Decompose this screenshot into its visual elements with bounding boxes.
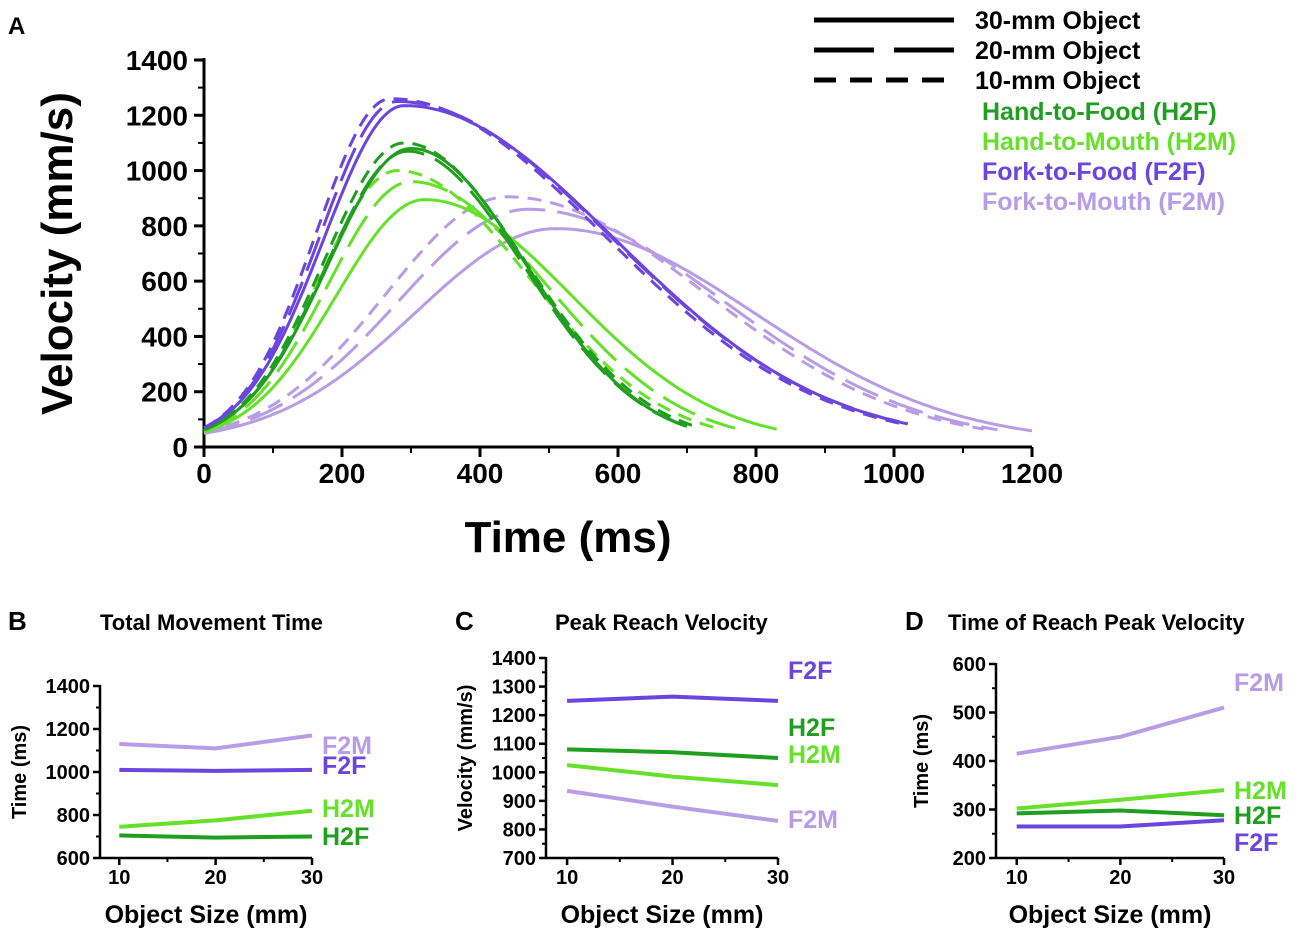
y-tick-label-c: 1200 bbox=[492, 705, 537, 727]
series-line-c-h2m bbox=[566, 763, 779, 788]
series-label-d-f2m: F2M bbox=[1234, 669, 1284, 697]
series-label-b-h2m: H2M bbox=[322, 795, 375, 823]
x-tick-label-a: 600 bbox=[595, 458, 642, 489]
x-tick-label-b: 30 bbox=[301, 867, 323, 889]
y-tick-label-c: 1000 bbox=[492, 762, 537, 784]
y-tick-label-b: 1200 bbox=[46, 719, 91, 741]
legend-style-label: 10-mm Object bbox=[975, 67, 1141, 95]
y-tick-label-b: 800 bbox=[57, 805, 90, 827]
series-line-b-h2m bbox=[119, 808, 313, 829]
x-axis-title-b: Object Size (mm) bbox=[105, 901, 308, 929]
series-line-b-f2m bbox=[119, 733, 313, 751]
y-tick-label-a: 1000 bbox=[126, 156, 188, 187]
series-label-c-f2m: F2M bbox=[788, 806, 838, 834]
y-tick-label-c: 900 bbox=[503, 791, 536, 813]
legend-style-label: 20-mm Object bbox=[975, 37, 1141, 65]
x-tick-label-d: 30 bbox=[1213, 867, 1235, 889]
legend-color-label-f2f: Fork-to-Food (F2F) bbox=[982, 158, 1206, 186]
y-tick-label-d: 500 bbox=[953, 703, 986, 725]
series-label-c-h2m: H2M bbox=[788, 741, 841, 769]
y-axis-title-d: Time (ms) bbox=[911, 714, 933, 808]
velocity-curve-h2f-20-mm bbox=[203, 149, 688, 432]
series-line-c-h2f bbox=[567, 747, 779, 760]
x-tick-label-a: 400 bbox=[457, 458, 504, 489]
panel-label-b: B bbox=[8, 606, 27, 636]
y-tick-label-d: 200 bbox=[953, 848, 986, 870]
series-label-c-h2f: H2F bbox=[788, 714, 835, 742]
panel-title-d: Time of Reach Peak Velocity bbox=[948, 610, 1245, 635]
y-tick-label-a: 1200 bbox=[126, 100, 188, 131]
y-tick-label-b: 600 bbox=[57, 848, 90, 870]
y-tick-label-b: 1000 bbox=[46, 762, 91, 784]
x-axis-title-c: Object Size (mm) bbox=[561, 901, 764, 929]
y-tick-label-c: 800 bbox=[503, 819, 536, 841]
x-axis-title-a: Time (ms) bbox=[464, 513, 671, 562]
y-tick-label-a: 400 bbox=[141, 321, 188, 352]
x-tick-label-b: 20 bbox=[205, 867, 227, 889]
series-line-b-f2f bbox=[119, 767, 313, 773]
velocity-curve-h2m-20-mm bbox=[203, 180, 736, 433]
legend-color-label-h2f: Hand-to-Food (H2F) bbox=[982, 98, 1217, 126]
y-tick-label-b: 1400 bbox=[46, 676, 91, 698]
velocity-curve-f2m-30-mm bbox=[203, 227, 1033, 435]
y-tick-label-a: 0 bbox=[172, 432, 188, 463]
velocity-curve-h2f-10-mm bbox=[203, 141, 695, 432]
series-line-d-f2m bbox=[1016, 705, 1225, 756]
series-label-d-f2f: F2F bbox=[1234, 829, 1278, 857]
x-axis-title-d: Object Size (mm) bbox=[1009, 901, 1212, 929]
y-tick-label-a: 200 bbox=[141, 377, 188, 408]
y-tick-label-c: 1100 bbox=[493, 734, 536, 756]
x-tick-label-b: 10 bbox=[108, 867, 130, 889]
series-label-d-h2f: H2F bbox=[1234, 802, 1281, 830]
legend-color-label-h2m: Hand-to-Mouth (H2M) bbox=[982, 128, 1236, 156]
series-label-b-h2f: H2F bbox=[322, 823, 369, 851]
y-axis-title-c: Velocity (mm/s) bbox=[455, 685, 477, 832]
series-line-c-f2m bbox=[566, 788, 779, 823]
velocity-curve-f2m-20-mm bbox=[203, 207, 998, 435]
y-tick-label-a: 600 bbox=[141, 266, 188, 297]
legend-style-label: 30-mm Object bbox=[975, 7, 1141, 35]
series-line-c-f2f bbox=[567, 694, 779, 703]
x-tick-label-d: 20 bbox=[1109, 867, 1131, 889]
x-tick-label-a: 800 bbox=[733, 458, 780, 489]
x-tick-label-c: 30 bbox=[767, 867, 789, 889]
x-tick-label-a: 1000 bbox=[863, 458, 925, 489]
x-tick-label-a: 0 bbox=[196, 458, 212, 489]
series-label-d-h2m: H2M bbox=[1234, 777, 1287, 805]
y-tick-label-c: 700 bbox=[503, 848, 536, 870]
x-tick-label-d: 10 bbox=[1006, 867, 1028, 889]
panel-label-a: A bbox=[8, 13, 25, 40]
y-tick-label-d: 400 bbox=[953, 751, 986, 773]
y-tick-label-a: 800 bbox=[141, 211, 188, 242]
x-tick-label-a: 200 bbox=[319, 458, 366, 489]
x-tick-label-a: 1200 bbox=[1001, 458, 1063, 489]
series-line-d-f2f bbox=[1016, 818, 1225, 829]
y-tick-label-c: 1300 bbox=[492, 677, 537, 699]
x-tick-label-c: 10 bbox=[556, 867, 578, 889]
series-label-b-f2m: F2M bbox=[322, 732, 372, 760]
series-line-d-h2m bbox=[1016, 788, 1225, 811]
series-line-d-h2f bbox=[1016, 808, 1225, 818]
series-label-c-f2f: F2F bbox=[788, 657, 832, 685]
velocity-curve-f2f-10-mm bbox=[203, 97, 902, 430]
y-axis-title-b: Time (ms) bbox=[9, 725, 31, 819]
y-tick-label-d: 300 bbox=[953, 800, 986, 822]
y-tick-label-a: 1400 bbox=[126, 45, 188, 76]
y-tick-label-d: 600 bbox=[953, 654, 986, 676]
legend-color-label-f2m: Fork-to-Mouth (F2M) bbox=[982, 188, 1225, 216]
panel-label-c: C bbox=[455, 606, 474, 636]
series-label-b-f2f: F2F bbox=[322, 752, 366, 780]
x-tick-label-c: 20 bbox=[661, 867, 683, 889]
series-line-b-h2f bbox=[119, 833, 313, 840]
y-axis-title-a: Velocity (mm/s) bbox=[33, 92, 82, 415]
panel-title-b: Total Movement Time bbox=[100, 610, 323, 635]
panel-title-c: Peak Reach Velocity bbox=[555, 610, 769, 635]
y-tick-label-c: 1400 bbox=[492, 648, 537, 670]
velocity-curve-h2m-30-mm bbox=[203, 198, 778, 434]
velocity-curve-f2f-20-mm bbox=[203, 100, 909, 430]
panel-label-d: D bbox=[905, 606, 924, 636]
